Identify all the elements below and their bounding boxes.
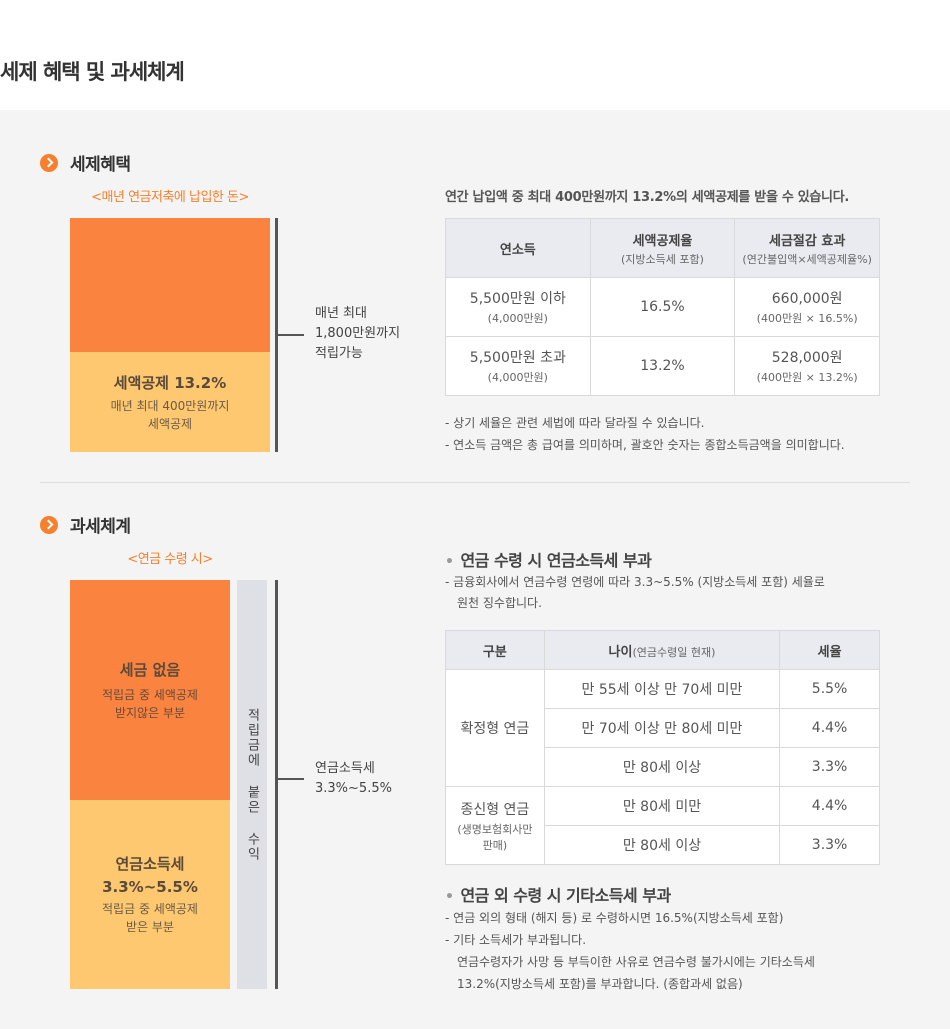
tax-side-label: 연금소득세 3.3%~5.5%: [315, 759, 392, 799]
tax-sub2-note: 연금 외의 형태 (해지 등) 로 수령하시면 16.5%(지방소득세 포함): [445, 907, 815, 929]
benefit-table: 연소득 세액공제율 (지방소득세 포함) 세금절감 효과 (연간불입액×세액공제율%…: [445, 218, 880, 396]
benefit-orange-block: [70, 218, 270, 352]
tax-cell-rate: 5.5%: [779, 669, 880, 709]
tax-sub2-notes: 연금 외의 형태 (해지 등) 로 수령하시면 16.5%(지방소득세 포함) …: [445, 907, 815, 995]
table-row: 만 80세 이상 3.3%: [446, 825, 880, 865]
tax-orange-title: 세금 없음: [119, 660, 181, 679]
tax-yellow-line1: 적립금 중 세액공제: [102, 902, 198, 916]
benefit-note: 연소득 금액은 총 급여를 의미하며, 괄호안 숫자는 종합소득금액을 의미합니…: [445, 434, 844, 456]
page-title: 세제 혜택 및 과세체계: [0, 60, 185, 84]
section-header-benefit: 세제혜택: [40, 150, 131, 175]
tax-cell-age: 만 80세 이상: [543, 825, 781, 865]
benefit-cell-income: 5,500만원 이하 (4,000만원): [445, 277, 591, 337]
benefit-notes: 상기 세율은 관련 세법에 따라 달라질 수 있습니다. 연소득 금액은 총 급…: [445, 412, 845, 456]
tax-th-type: 구분: [445, 630, 545, 670]
section-title-benefit: 세제혜택: [70, 155, 131, 175]
tax-cell-age: 만 55세 이상 만 70세 미만: [543, 669, 781, 709]
benefit-cell-income: 5,500만원 초과 (4,000만원): [445, 336, 591, 396]
tax-sub1-title: 연금 수령 시 연금소득세 부과: [445, 547, 651, 571]
table-row: 5,500만원 이하 (4,000만원) 16.5% 660,000원 (400만원…: [445, 277, 880, 337]
tax-sub2-note: 기타 소득세가 부과됩니다.: [445, 929, 815, 951]
tax-yellow-line2: 받은 부분: [126, 920, 174, 934]
tax-cell-rate: 4.4%: [779, 708, 880, 748]
bracket-connector: [278, 334, 304, 336]
tax-orange-block: 세금 없음 적립금 중 세액공제 받지않은 부분: [70, 580, 230, 800]
tax-sub1-note-line2: 원천 징수합니다.: [457, 596, 542, 610]
tax-th-rate: 세율: [779, 630, 880, 670]
benefit-note: 상기 세율은 관련 세법에 따라 달라질 수 있습니다.: [445, 412, 845, 434]
benefit-cell-rate: 16.5%: [589, 277, 736, 337]
tax-yellow-desc: 적립금 중 세액공제 받은 부분: [102, 900, 198, 936]
benefit-yellow-line1: 매년 최대 400만원까지: [110, 398, 230, 413]
benefit-yellow-line2: 세액공제: [147, 416, 193, 431]
benefit-side-label: 매년 최대 1,800만원까지 적립가능: [315, 304, 400, 364]
chevron-right-icon: [40, 515, 58, 534]
benefit-cell-rate: 13.2%: [589, 336, 736, 396]
benefit-side-line1: 매년 최대: [315, 306, 367, 321]
table-row: 확정형 연금 만 55세 이상 만 70세 미만 5.5%: [445, 669, 880, 787]
tax-sub2-title: 연금 외 수령 시 기타소득세 부과: [445, 882, 671, 906]
benefit-side-line3: 적립가능: [315, 346, 363, 361]
tax-gray-label: 적립금에 붙은 수익: [244, 707, 260, 862]
benefit-caption: <매년 연금저축에 납입한 돈>: [91, 190, 249, 205]
tax-orange-desc: 적립금 중 세액공제 받지않은 부분: [102, 686, 198, 722]
tax-th-age: 나이(연금수령일 현재): [543, 630, 781, 670]
chevron-right-icon: [40, 153, 58, 172]
benefit-th-effect: 세금절감 효과 (연간불입액×세액공제율%): [734, 218, 880, 278]
tax-cell-age: 만 70세 이상 만 80세 미만: [543, 708, 781, 748]
tax-orange-line2: 받지않은 부분: [114, 705, 186, 720]
benefit-yellow-title: 세액공제 13.2%: [113, 373, 227, 392]
tax-side-line2: 3.3%~5.5%: [315, 781, 392, 796]
benefit-cell-effect: 528,000원 (400만원 × 13.2%): [734, 336, 880, 396]
tax-yellow-title2: 3.3%~5.5%: [102, 878, 198, 896]
tax-side-line1: 연금소득세: [315, 761, 375, 776]
tax-sub1-note-line1: 금융회사에서 연금수령 연령에 따라 3.3~5.5% (지방소득세 포함) 세…: [445, 572, 825, 593]
table-row: 만 80세 이상 3.3%: [446, 747, 880, 787]
tax-cell-rate: 4.4%: [779, 786, 880, 826]
section-header-tax: 과세체계: [40, 512, 131, 537]
tax-orange-line1: 적립금 중 세액공제: [102, 687, 198, 702]
benefit-yellow-block: 세액공제 13.2% 매년 최대 400만원까지 세액공제: [70, 352, 270, 452]
tax-yellow-title: 연금소득세: [115, 855, 185, 873]
tax-group-lifetime: 종신형 연금 (생명보험회사만 판매): [445, 786, 545, 865]
tax-group-fixed: 확정형 연금: [445, 669, 545, 787]
table-row: 종신형 연금 (생명보험회사만 판매) 만 80세 미만 4.4%: [445, 786, 880, 865]
benefit-th-rate: 세액공제율 (지방소득세 포함): [589, 218, 736, 278]
tax-cell-age: 만 80세 이상: [543, 747, 781, 787]
tax-sub2-note-cont: 13.2%(지방소득세 포함)를 부과합니다. (종합과세 없음): [457, 977, 743, 991]
tax-gray-column: 적립금에 붙은 수익: [237, 580, 267, 989]
tax-caption: <연금 수령 시>: [127, 552, 213, 567]
section-title-tax: 과세체계: [70, 517, 131, 537]
section-divider: [40, 482, 910, 483]
table-row: 만 70세 이상 만 80세 미만 4.4%: [446, 708, 880, 748]
benefit-cell-effect: 660,000원 (400만원 × 16.5%): [734, 277, 880, 337]
benefit-yellow-desc: 매년 최대 400만원까지 세액공제: [111, 397, 230, 433]
tax-cell-rate: 3.3%: [779, 825, 880, 865]
tax-cell-age: 만 80세 미만: [543, 786, 781, 826]
bracket-connector: [278, 778, 304, 780]
bracket-bar: [275, 580, 278, 989]
tax-sub2-note-cont: 연금수령자가 사망 등 부득이한 사유로 연금수령 불가시에는 기타소득세: [457, 955, 815, 969]
tax-cell-rate: 3.3%: [779, 747, 880, 787]
table-row: 5,500만원 초과 (4,000만원) 13.2% 528,000원 (400만원…: [445, 336, 880, 396]
benefit-intro: 연간 납입액 중 최대 400만원까지 13.2%의 세액공제를 받을 수 있습…: [445, 190, 850, 205]
tax-yellow-block: 연금소득세 3.3%~5.5% 적립금 중 세액공제 받은 부분: [70, 800, 230, 989]
tax-table: 구분 나이(연금수령일 현재) 세율 확정형 연금 만 55세 이상 만 70세…: [445, 630, 880, 865]
tax-sub1-note: 금융회사에서 연금수령 연령에 따라 3.3~5.5% (지방소득세 포함) 세…: [445, 572, 825, 614]
benefit-side-line2: 1,800만원까지: [315, 326, 401, 341]
bracket-bar: [275, 218, 278, 452]
benefit-th-income: 연소득: [445, 218, 591, 278]
